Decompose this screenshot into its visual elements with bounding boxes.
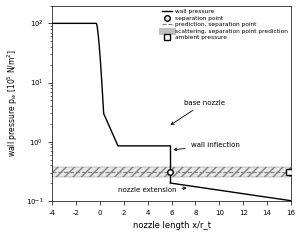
X-axis label: nozzle length x/r_t: nozzle length x/r_t (133, 221, 211, 230)
Y-axis label: wall pressure p$_w$ [10$^5$ N/m$^2$]: wall pressure p$_w$ [10$^5$ N/m$^2$] (5, 49, 20, 157)
Text: nozzle extension: nozzle extension (118, 187, 186, 193)
Legend: wall pressure, separation point, prediction, separation point, scattering, separ: wall pressure, separation point, predict… (160, 7, 289, 42)
Text: wall inflection: wall inflection (174, 142, 240, 151)
Text: base nozzle: base nozzle (171, 100, 225, 125)
